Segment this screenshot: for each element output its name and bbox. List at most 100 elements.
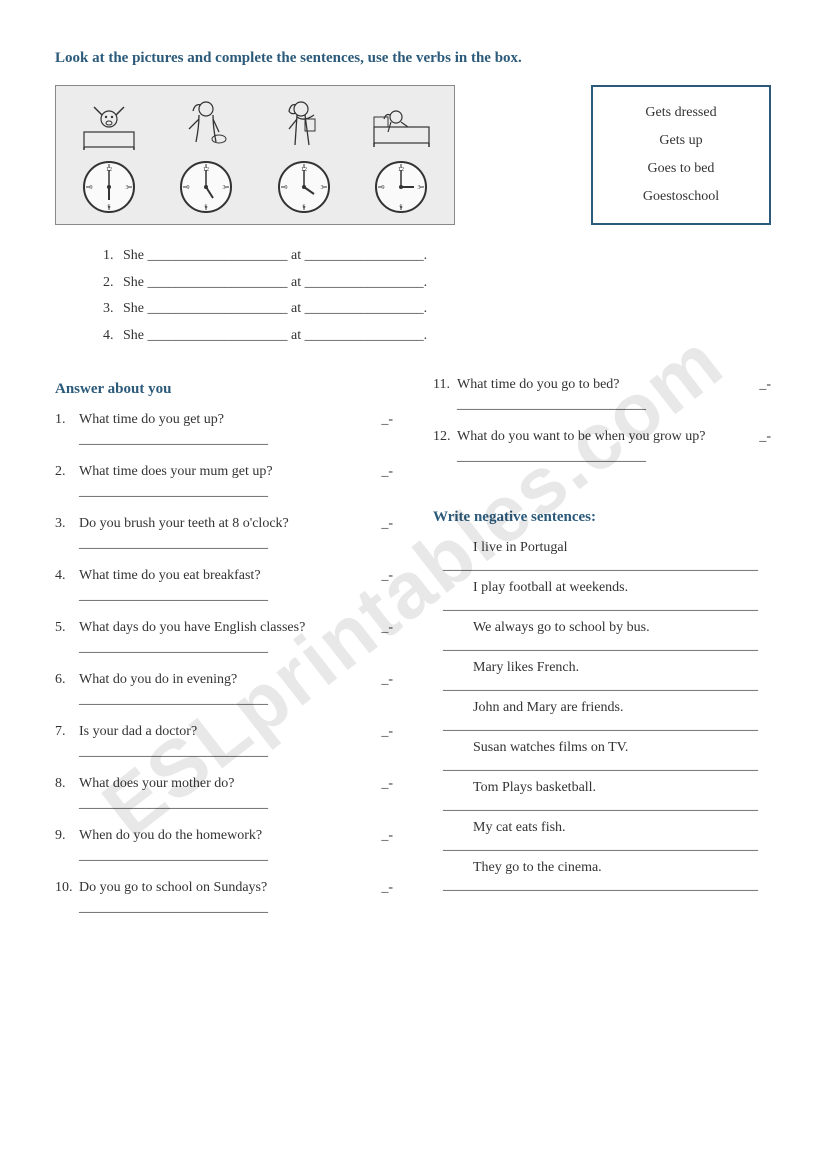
answer-blank: ___________________________	[55, 900, 393, 916]
fill-row: 2.She ____________________ at __________…	[103, 270, 771, 297]
dash: _-	[381, 568, 393, 584]
picture-box: 12 3 6 9	[55, 85, 455, 225]
dash: _-	[381, 412, 393, 428]
question-list-right: 11.What time do you go to bed?_-________…	[433, 377, 771, 465]
fill-row: 3.She ____________________ at __________…	[103, 296, 771, 323]
answer-blank: ___________________________	[55, 588, 393, 604]
fill-sentence-list: 1.She ____________________ at __________…	[103, 243, 771, 349]
verb-item: Gets dressed	[613, 99, 749, 127]
answer-blank: ___________________________	[55, 744, 393, 760]
question-number: 7.	[55, 724, 79, 740]
answer-blank: ___________________________	[433, 397, 771, 413]
svg-text:9: 9	[284, 185, 287, 191]
svg-text:6: 6	[302, 204, 305, 210]
question-number: 3.	[55, 516, 79, 532]
negative-prompt: They go to the cinema.	[433, 860, 771, 876]
dash: _-	[381, 776, 393, 792]
dash: _-	[759, 377, 771, 393]
question-item: 6.What do you do in evening?_-__________…	[55, 672, 393, 708]
question-text: What time does your mum get up?	[79, 464, 375, 480]
question-item: 10.Do you go to school on Sundays?_-____…	[55, 880, 393, 916]
question-text: Is your dad a doctor?	[79, 724, 375, 740]
negative-prompt: John and Mary are friends.	[433, 700, 771, 716]
question-number: 12.	[433, 429, 457, 445]
question-text: What time do you get up?	[79, 412, 375, 428]
cartoon-dressing	[171, 97, 241, 152]
fill-row: 1.She ____________________ at __________…	[103, 243, 771, 270]
section-negative-title: Write negative sentences:	[433, 509, 771, 526]
negative-item: Mary likes French.______________________…	[433, 660, 771, 694]
negative-blank: ________________________________________…	[433, 718, 771, 734]
left-column: Answer about you 1.What time do you get …	[55, 373, 393, 932]
dash: _-	[381, 724, 393, 740]
right-column: 11.What time do you go to bed?_-________…	[433, 373, 771, 932]
question-item: 11.What time do you go to bed?_-________…	[433, 377, 771, 413]
cartoon-wakeup	[74, 97, 144, 152]
negative-blank: ________________________________________…	[433, 598, 771, 614]
question-number: 11.	[433, 377, 457, 393]
question-text: Do you brush your teeth at 8 o'clock?	[79, 516, 375, 532]
question-number: 10.	[55, 880, 79, 896]
svg-text:6: 6	[107, 204, 110, 210]
negative-item: Tom Plays basketball.___________________…	[433, 780, 771, 814]
svg-text:6: 6	[205, 204, 208, 210]
fill-row: 4.She ____________________ at __________…	[103, 323, 771, 350]
answer-blank: ___________________________	[55, 796, 393, 812]
svg-text:9: 9	[382, 185, 385, 191]
svg-text:3: 3	[320, 185, 323, 191]
pic-col-3: 12 3 6 9	[269, 97, 339, 214]
question-item: 9.When do you do the homework?_-________…	[55, 828, 393, 864]
question-number: 9.	[55, 828, 79, 844]
dash: _-	[381, 516, 393, 532]
negative-prompt: Mary likes French.	[433, 660, 771, 676]
question-item: 3.Do you brush your teeth at 8 o'clock? _…	[55, 516, 393, 552]
negative-prompt: I live in Portugal	[433, 540, 771, 556]
negative-item: I play football at weekends.____________…	[433, 580, 771, 614]
negative-blank: ________________________________________…	[433, 558, 771, 574]
main-title: Look at the pictures and complete the se…	[55, 50, 771, 67]
question-text: What do you do in evening?	[79, 672, 375, 688]
clock-icon-3: 12 3 6 9	[277, 160, 331, 214]
negative-blank: ________________________________________…	[433, 878, 771, 894]
clock-icon-2: 12 3 6 9	[179, 160, 233, 214]
svg-text:3: 3	[418, 185, 421, 191]
question-number: 1.	[55, 412, 79, 428]
verb-item: Gets up	[613, 127, 749, 155]
verb-item: Goes to bed	[613, 155, 749, 183]
question-number: 5.	[55, 620, 79, 636]
clock-icon-1: 12 3 6 9	[82, 160, 136, 214]
negative-list: I live in Portugal ______________________…	[433, 540, 771, 894]
cartoon-school	[269, 97, 339, 152]
dash: _-	[759, 429, 771, 445]
question-item: 12.What do you want to be when you grow …	[433, 429, 771, 465]
question-number: 6.	[55, 672, 79, 688]
question-number: 2.	[55, 464, 79, 480]
question-item: 2.What time does your mum get up?_-_____…	[55, 464, 393, 500]
verb-box: Gets dressed Gets up Goes to bed Goestos…	[591, 85, 771, 225]
negative-item: John and Mary are friends. ______________…	[433, 700, 771, 734]
question-number: 4.	[55, 568, 79, 584]
negative-item: We always go to school by bus. __________…	[433, 620, 771, 654]
pic-col-2: 12 3 6 9	[171, 97, 241, 214]
answer-blank: ___________________________	[55, 640, 393, 656]
question-text: What days do you have English classes?	[79, 620, 375, 636]
two-column-area: Answer about you 1.What time do you get …	[55, 373, 771, 932]
pic-col-4: 12 3 6 9	[366, 97, 436, 214]
svg-text:3: 3	[223, 185, 226, 191]
answer-blank: ___________________________	[55, 848, 393, 864]
negative-blank: ________________________________________…	[433, 638, 771, 654]
question-text: When do you do the homework?	[79, 828, 375, 844]
cartoon-bed	[366, 97, 436, 152]
dash: _-	[381, 672, 393, 688]
negative-prompt: We always go to school by bus.	[433, 620, 771, 636]
dash: _-	[381, 620, 393, 636]
svg-text:9: 9	[187, 185, 190, 191]
negative-prompt: My cat eats fish.	[433, 820, 771, 836]
negative-item: My cat eats fish._______________________…	[433, 820, 771, 854]
svg-text:6: 6	[400, 204, 403, 210]
question-item: 5.What days do you have English classes?…	[55, 620, 393, 656]
clock-icon-4: 12 3 6 9	[374, 160, 428, 214]
question-text: What does your mother do?	[79, 776, 375, 792]
question-text: Do you go to school on Sundays?	[79, 880, 375, 896]
negative-item: Susan watches films on TV.______________…	[433, 740, 771, 774]
